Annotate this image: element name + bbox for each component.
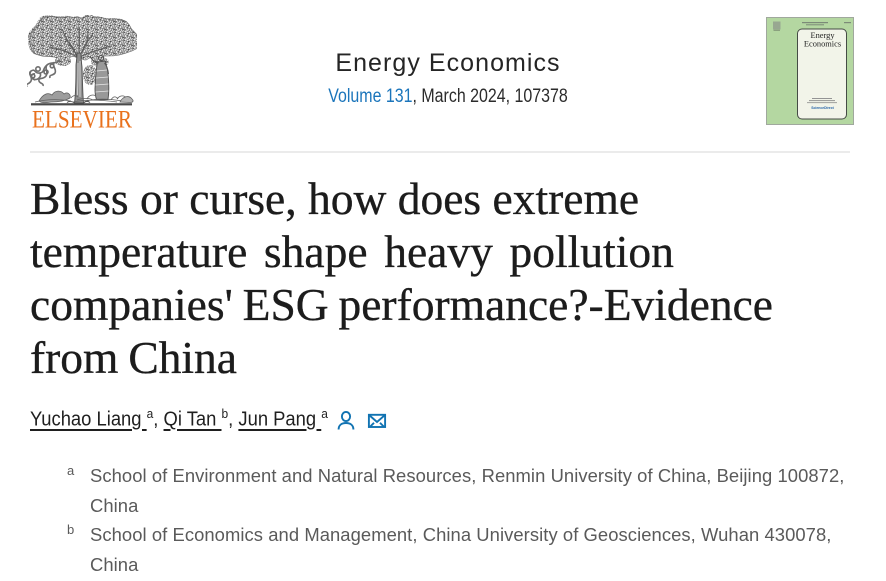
svg-text:ELSEVIER: ELSEVIER	[32, 107, 132, 131]
svg-text:Energy: Energy	[810, 31, 835, 40]
svg-text:ScienceDirect: ScienceDirect	[811, 106, 834, 110]
svg-text:Economics: Economics	[804, 40, 841, 49]
